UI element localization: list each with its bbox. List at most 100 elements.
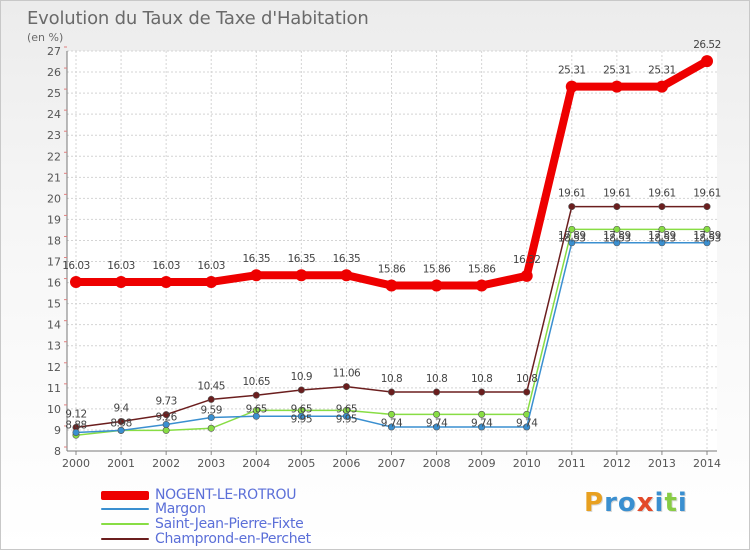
data-label: 16.03 (152, 260, 180, 272)
data-label: 16.35 (243, 253, 271, 265)
legend-item[interactable]: Margon (101, 501, 206, 517)
legend-swatch (101, 523, 149, 525)
gridlines (67, 50, 717, 452)
y-tick-label: 13 (47, 340, 61, 353)
data-point (613, 203, 621, 211)
data-label: 8.98 (110, 417, 131, 429)
data-point (340, 269, 353, 282)
data-point (703, 225, 711, 233)
data-point (701, 55, 713, 68)
legend-item[interactable]: Saint-Jean-Pierre-Fixte (101, 516, 304, 532)
x-tick-label: 2012 (603, 457, 631, 470)
y-tick-label: 18 (47, 234, 61, 247)
data-label: 10.8 (426, 373, 447, 385)
data-label: 9.65 (246, 403, 267, 415)
data-point (433, 410, 441, 418)
data-label: 10.8 (516, 373, 537, 385)
y-tick-label: 27 (47, 45, 61, 58)
chart-title: Evolution du Taux de Taxe d'Habitation (27, 8, 369, 29)
x-tick-label: 2010 (513, 457, 541, 470)
data-label: 10.9 (291, 371, 312, 383)
data-label: 9.12 (65, 408, 86, 420)
data-point (523, 423, 531, 431)
data-point (565, 80, 578, 93)
data-point (250, 269, 263, 282)
logo-letter: P (584, 488, 605, 518)
y-tick-label: 21 (47, 171, 61, 184)
data-label: 18.53 (603, 232, 631, 244)
x-tick-label: 2003 (197, 457, 225, 470)
data-label: 9.65 (291, 403, 312, 415)
data-label: 16.03 (197, 260, 225, 272)
data-label: 16.32 (513, 254, 541, 266)
data-label: 15.86 (423, 264, 451, 276)
data-label: 8.88 (65, 419, 86, 431)
legend-label: Margon (155, 501, 206, 517)
data-label: 9.95 (291, 413, 312, 425)
legend-label: Saint-Jean-Pierre-Fixte (155, 516, 304, 532)
y-tick-label: 14 (47, 319, 61, 332)
data-point (72, 428, 80, 436)
y-tick-label: 25 (47, 87, 61, 100)
data-label: 19.61 (693, 188, 721, 200)
data-point (613, 239, 621, 247)
data-label: 9.73 (155, 396, 176, 408)
series-layer (70, 55, 713, 439)
data-label: 9.59 (201, 405, 222, 417)
logo-letter: i (677, 488, 688, 518)
data-label: 18.53 (693, 232, 721, 244)
data-point (568, 203, 576, 211)
data-label: 17.89 (558, 230, 586, 242)
data-point (207, 395, 215, 403)
data-point (162, 420, 170, 428)
data-point (613, 225, 621, 233)
chart-unit-label: (en %) (27, 31, 64, 44)
data-point (297, 386, 305, 394)
data-point (387, 410, 395, 418)
data-point (433, 388, 441, 396)
x-tick-label: 2008 (423, 457, 451, 470)
data-point (162, 411, 170, 419)
legend-item[interactable]: Champrond-en-Perchet (101, 531, 311, 547)
data-point (342, 412, 350, 420)
y-tick-label: 17 (47, 256, 61, 269)
x-tick-label: 2014 (693, 457, 721, 470)
data-point (478, 410, 486, 418)
x-tick-label: 2004 (242, 457, 270, 470)
data-point (658, 225, 666, 233)
data-label: 25.31 (603, 65, 631, 77)
logo-letter: t (664, 488, 678, 518)
data-point (610, 80, 623, 93)
legend-item[interactable]: NOGENT-LE-ROTROU (101, 487, 296, 503)
legend-label: NOGENT-LE-ROTROU (155, 487, 297, 503)
logo-letter: r (604, 488, 618, 518)
data-point (297, 412, 305, 420)
x-tick-label: 2009 (468, 457, 496, 470)
data-label: 10.45 (197, 380, 225, 392)
data-point (387, 423, 395, 431)
data-label: 16.03 (107, 260, 135, 272)
data-point (70, 275, 82, 288)
legend-label: Champrond-en-Perchet (155, 531, 311, 547)
data-point (342, 383, 350, 391)
y-tick-label: 19 (47, 213, 61, 226)
data-label: 25.31 (648, 65, 676, 77)
data-label: 18.53 (648, 232, 676, 244)
y-tick-label: 20 (47, 192, 61, 205)
data-point (205, 275, 218, 288)
data-point (703, 203, 711, 211)
data-point (295, 269, 308, 282)
data-labels: 16.03 16.03 16.03 16.03 16.35 16.35 16.35 15.86… (62, 39, 721, 431)
logo-letter: i (654, 488, 665, 518)
legend-swatch (101, 490, 149, 500)
x-tick-label: 2000 (62, 457, 90, 470)
y-tick-label: 24 (47, 108, 61, 121)
data-point (655, 80, 668, 93)
data-point (252, 391, 260, 399)
data-point (433, 423, 441, 431)
data-label: 9.65 (336, 403, 357, 415)
data-label: 18.53 (558, 232, 586, 244)
data-label: 16.35 (288, 253, 316, 265)
